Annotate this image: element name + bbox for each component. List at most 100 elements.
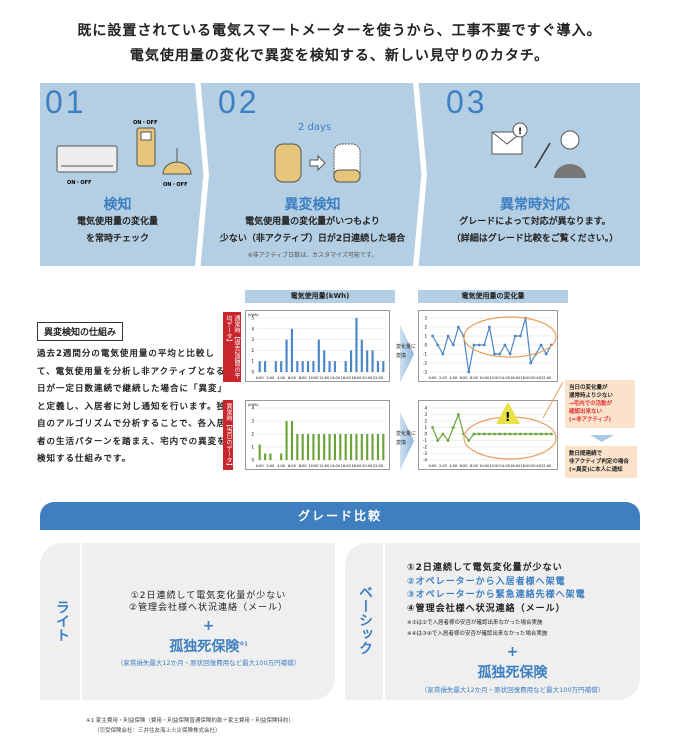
x-tick-label: 22:00: [541, 376, 551, 380]
bar: [285, 339, 288, 372]
lite-insurance-note: （家賃損失最大12か月・原状回復費用など最大100万円補償）: [116, 659, 301, 667]
bar: [366, 434, 369, 460]
on-off-label: ON・OFF: [67, 180, 92, 186]
data-point: [457, 413, 460, 416]
data-point: [467, 439, 471, 442]
on-off-label: ON・OFF: [163, 182, 188, 188]
x-tick-label: 18:00: [521, 464, 531, 468]
down-arrow-icon: [590, 435, 614, 442]
callout-line: [542, 381, 564, 419]
highlight-overlay: !: [463, 316, 614, 460]
bar: [328, 434, 331, 460]
normal-label: 通常時【過去2週間の平均データ】: [223, 312, 241, 382]
bar: [349, 350, 353, 372]
data-point: [477, 432, 481, 436]
data-point: [544, 432, 548, 436]
y-tick-label: 4: [251, 406, 254, 411]
bar: [258, 444, 261, 460]
y-tick-label: -4: [423, 458, 427, 463]
grade-basic-name: ベーシック: [357, 585, 373, 655]
appliances-icon: ON・OFF ON・OFF ON・OFF: [56, 120, 192, 188]
data-point: [436, 439, 440, 442]
warning-icon: [496, 402, 520, 424]
x-tick-label: 2:00: [439, 376, 447, 380]
bar: [274, 361, 277, 372]
y-tick-label: 0: [251, 458, 254, 463]
y-tick-label: 3: [251, 419, 254, 424]
data-point: [498, 432, 502, 436]
x-tick-label: 10:00: [479, 464, 489, 468]
data-point: [436, 343, 440, 347]
x-tick-label: 8:00: [470, 464, 478, 468]
y-tick-label: 4: [251, 326, 254, 331]
bar: [312, 434, 315, 460]
arrow-label: 変化量に 変換: [396, 344, 417, 359]
bar: [317, 339, 320, 372]
x-tick-label: 0:00: [256, 464, 264, 468]
bar: [344, 361, 347, 372]
y-tick-label: 1: [251, 445, 254, 450]
step-desc: 電気使用量の変化量がいつもより 少ない（非アクティブ）日が2日連続した場合: [219, 217, 406, 244]
data-point: [441, 432, 445, 436]
x-tick-label: 18:00: [351, 376, 361, 380]
x-tick-label: 6:00: [288, 376, 296, 380]
grade-basic-notes: ※③は②で入居者様の安否が確認出来なかった場合実施 ※④は③④で入居者様の安否が確…: [407, 620, 548, 637]
data-point: [482, 432, 486, 436]
x-tick-label: 22:00: [541, 464, 551, 468]
chart-frame: [245, 310, 390, 382]
data-point: [488, 325, 491, 329]
data-point: [451, 343, 455, 347]
step-number: 03: [446, 84, 488, 120]
y-tick-label: -1: [423, 352, 427, 357]
bar: [306, 361, 310, 372]
bar: [296, 434, 299, 460]
data-point: [498, 352, 502, 356]
x-tick-label: 14:00: [500, 376, 510, 380]
chart-frame: [418, 310, 558, 382]
footnote: ※1 家主費用・利益保険（費用・利益保険普通保険約款＋家主費用・利益保険特約）（…: [86, 718, 294, 734]
x-tick-label: 4:00: [277, 464, 285, 468]
x-tick-label: 20:00: [362, 464, 372, 468]
bar: [323, 434, 326, 460]
x-tick-label: 12:00: [319, 376, 329, 380]
data-point: [544, 352, 548, 356]
on-off-label: ON・OFF: [133, 120, 158, 126]
mail-operator-icon: !: [491, 122, 586, 178]
x-tick-label: 6:00: [460, 376, 468, 380]
x-tick-label: 14:00: [500, 464, 510, 468]
y-tick-label: -2: [423, 445, 427, 450]
plus-icon: +: [506, 644, 519, 660]
bar: [317, 434, 320, 460]
lite-insurance: 孤独死保険※1: [169, 639, 248, 655]
step-desc: グレードによって対応が異なります。 （詳細はグレード比較をご覧ください。）: [451, 217, 619, 244]
step-note: ※非アクティブ日数は、カスタマイズ可能です。: [247, 252, 378, 259]
grade-lite-card: [40, 543, 335, 700]
x-tick-label: 2:00: [439, 464, 447, 468]
bar: [269, 453, 272, 460]
y-tick-label: 1: [251, 359, 254, 364]
data-point: [482, 343, 486, 347]
y-tick-label: 3: [251, 337, 254, 342]
bar: [312, 361, 315, 372]
data-point: [472, 432, 476, 436]
bar: [263, 453, 267, 460]
y-tick-label: 2: [251, 432, 254, 437]
abnormal-label: 異常時【当日のデータ】: [223, 400, 233, 470]
y-tick-label: -2: [423, 361, 427, 366]
x-tick-label: 6:00: [288, 464, 296, 468]
bar: [301, 361, 304, 372]
x-tick-label: 2:00: [267, 376, 275, 380]
bar: [349, 434, 353, 460]
step-title: 異常時対応: [500, 197, 570, 213]
y-tick-label: 5: [251, 316, 254, 321]
grade-comparison-header: グレード比較: [40, 502, 640, 530]
x-tick-label: 6:00: [460, 464, 468, 468]
bar: [301, 434, 304, 460]
y-tick-label: -3: [423, 370, 427, 375]
data-point: [451, 426, 455, 429]
bar: [258, 361, 261, 372]
x-tick-label: 10:00: [479, 376, 489, 380]
callout-inactive: 当日の変化量が 通常時より少ない →宅内での活動が 確認出来ない (=非アクティブ): [565, 380, 635, 428]
bar: [290, 421, 294, 460]
bar: [280, 453, 283, 460]
